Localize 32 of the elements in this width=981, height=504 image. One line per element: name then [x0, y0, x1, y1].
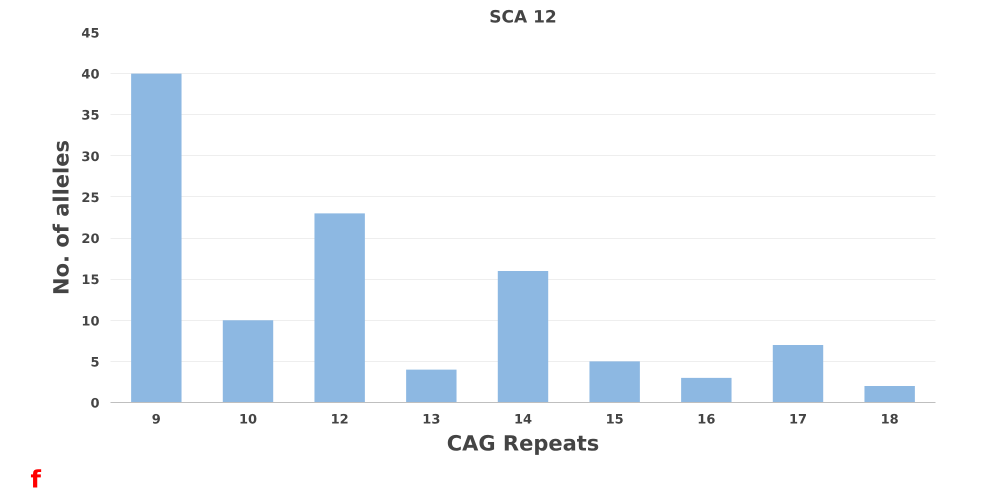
y-tick-label: 45: [81, 26, 100, 42]
y-tick-label: 15: [81, 273, 100, 288]
y-axis-title: No. of alleles: [49, 140, 74, 295]
bar: [589, 361, 640, 402]
y-tick-label: 30: [81, 150, 100, 165]
x-tick-label: 14: [514, 412, 532, 428]
x-tick-label: 15: [606, 412, 624, 428]
x-tick-label: 9: [152, 412, 161, 428]
x-tick-label: 16: [697, 412, 716, 428]
bar: [406, 370, 457, 402]
text: f: [30, 466, 42, 494]
bar: [498, 270, 548, 402]
chart-title: SCA 12: [489, 8, 557, 28]
x-tick-label: 17: [788, 412, 808, 428]
bar: [681, 378, 732, 402]
x-tick-label: 13: [422, 412, 440, 428]
x-axis-title: CAG Repeats: [446, 432, 600, 456]
y-tick-label: 20: [81, 232, 100, 248]
bar: [314, 213, 365, 402]
y-tick-label: 35: [81, 108, 100, 124]
y-tick-label: 10: [81, 314, 100, 330]
y-tick-label: 0: [90, 396, 100, 412]
x-tick-label: 10: [238, 412, 258, 428]
x-tick-label: 18: [880, 412, 899, 428]
bar: [864, 386, 915, 402]
y-tick-label: 40: [81, 68, 100, 83]
bar: [772, 344, 824, 402]
y-tick-label: 5: [90, 355, 100, 370]
x-tick-label: 12: [330, 412, 349, 428]
y-tick-label: 25: [81, 190, 100, 206]
bar: [222, 320, 274, 402]
bar: [131, 74, 182, 402]
